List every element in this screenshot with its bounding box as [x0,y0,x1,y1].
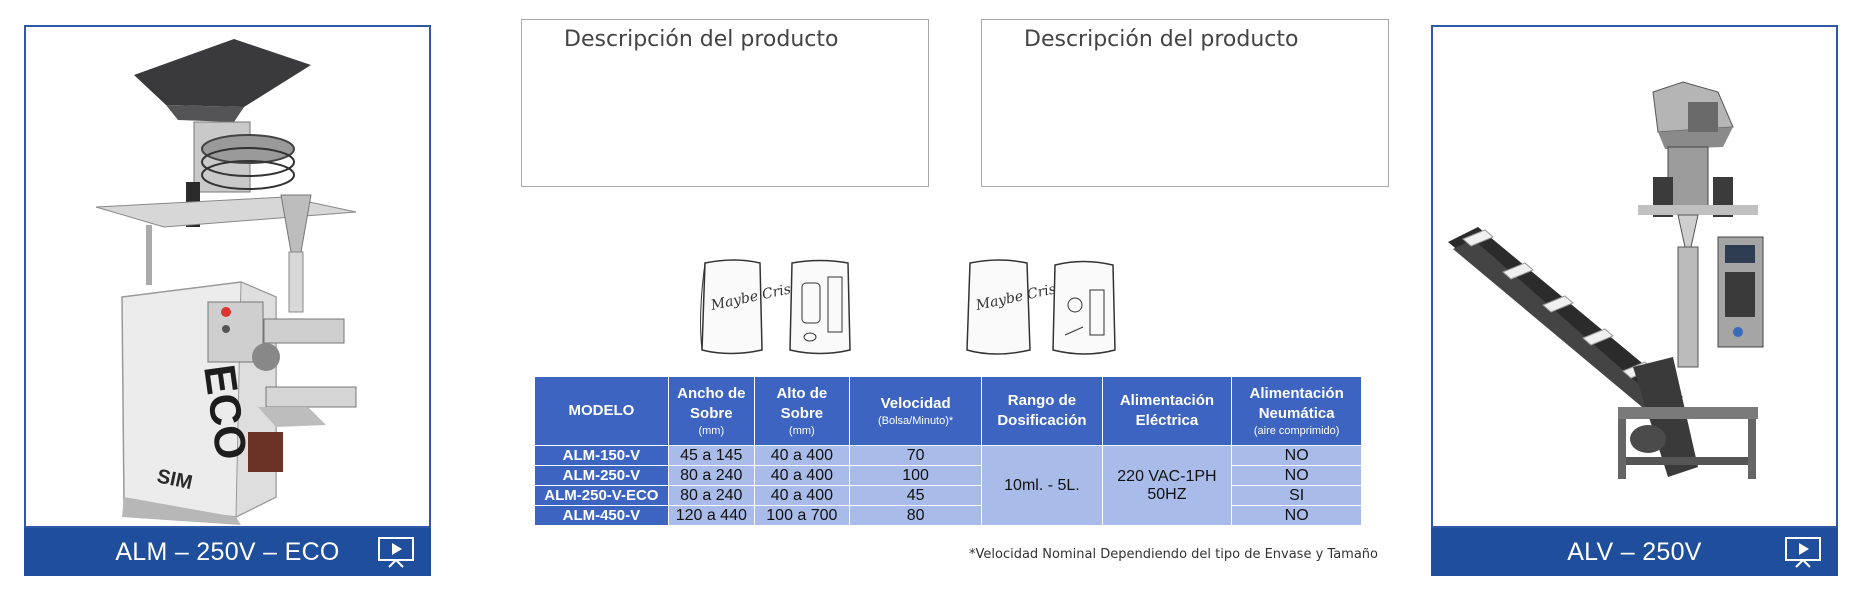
machine-illustration: ECO SIM [95,39,357,525]
presentation-play-icon[interactable] [1784,536,1822,569]
cell-velocidad: 70 [848,445,983,466]
bag-sketches-left: Maybe Crisps [700,259,851,355]
header-modelo: MODELO [534,376,669,446]
product-description-box-2: Descripción del producto [981,19,1389,187]
header-neumatica: Alimentación Neumática (aire comprimido) [1231,376,1362,446]
cell-alto: 100 a 700 [753,505,850,526]
product-image-alm-250v-eco: ECO SIM [24,25,431,528]
product-title-bar: ALV – 250V [1431,528,1838,576]
header-alto: Alto de Sobre (mm) [753,376,850,446]
table-row: ALM-250-V-ECO 80 a 240 40 a 400 45 SI [534,485,1362,506]
machine-illustration [1448,81,1764,479]
product-card-alv-250v: ALV – 250V [1431,25,1838,576]
table-header-row: MODELO Ancho de Sobre (mm) Alto de Sobre(… [534,376,1362,446]
cell-alto: 40 a 400 [753,445,850,466]
footnote: *Velocidad Nominal Dependiendo del tipo … [969,547,1378,562]
cell-neumatica: SI [1231,485,1362,506]
header-rango: Rango de Dosificación [981,376,1103,446]
cell-alto: 40 a 400 [753,485,850,506]
table-row: ALM-150-V 45 a 145 40 a 400 70 10ml. - 5… [534,445,1362,526]
cell-ancho: 80 a 240 [667,465,755,486]
cell-ancho: 45 a 145 [667,445,755,466]
product-description-box-1: Descripción del producto [521,19,929,187]
header-electrica: Alimentación Eléctrica [1101,376,1233,446]
table-row: ALM-450-V 120 a 440 100 a 700 80 NO [534,505,1362,526]
cell-neumatica: NO [1231,505,1362,526]
cell-electrica: 220 VAC-1PH 50HZ [1101,445,1233,526]
product-title: ALV – 250V [1567,537,1702,566]
table-row: ALM-250-V 80 a 240 40 a 400 100 NO [534,465,1362,486]
cell-model: ALM-450-V [534,505,669,526]
product-title: ALM – 250V – ECO [115,537,340,566]
product-title-bar: ALM – 250V – ECO [24,528,431,576]
presentation-play-icon[interactable] [377,536,415,569]
cell-velocidad: 100 [848,465,983,486]
product-card-alm-250v-eco: ECO SIM ALM – 250V – ECO [24,25,431,576]
cell-model: ALM-150-V [534,445,669,466]
cell-rango: 10ml. - 5L. [981,445,1103,526]
cell-alto: 40 a 400 [753,465,850,486]
cell-model: ALM-250-V [534,465,669,486]
product-image-alv-250v [1431,25,1838,528]
header-ancho: Ancho de Sobre (mm) [667,376,755,446]
description-title: Descripción del producto [564,27,839,52]
header-velocidad: Velocidad (Bolsa/Minuto)* [848,376,983,446]
description-title: Descripción del producto [1024,27,1299,52]
cell-ancho: 120 a 440 [667,505,755,526]
cell-neumatica: NO [1231,465,1362,486]
bag-sketches-right: Maybe Crisps [966,259,1116,355]
cell-ancho: 80 a 240 [667,485,755,506]
specifications-table: MODELO Ancho de Sobre (mm) Alto de Sobre(… [534,376,1362,526]
cell-velocidad: 80 [848,505,983,526]
cell-model: ALM-250-V-ECO [534,485,669,506]
cell-velocidad: 45 [848,485,983,506]
cell-neumatica: NO [1231,445,1362,466]
